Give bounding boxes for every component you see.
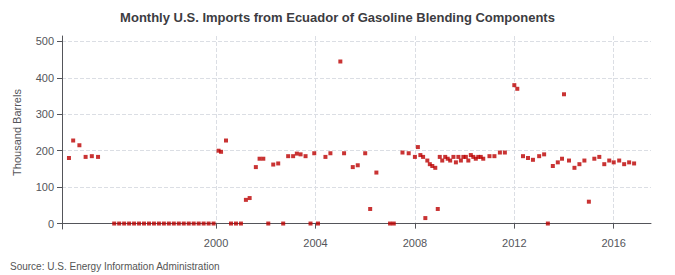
svg-text:2016: 2016: [601, 237, 625, 249]
svg-text:300: 300: [36, 108, 54, 120]
svg-text:0: 0: [48, 218, 54, 230]
svg-text:100: 100: [36, 181, 54, 193]
svg-text:Monthly U.S. Imports from Ecua: Monthly U.S. Imports from Ecuador of Gas…: [120, 10, 555, 25]
svg-text:200: 200: [36, 145, 54, 157]
svg-text:400: 400: [36, 72, 54, 84]
svg-text:2008: 2008: [403, 237, 427, 249]
svg-text:Thousand Barrels: Thousand Barrels: [11, 89, 23, 176]
svg-text:2012: 2012: [502, 237, 526, 249]
svg-text:2000: 2000: [204, 237, 228, 249]
svg-text:2004: 2004: [303, 237, 327, 249]
svg-text:Source: U.S. Energy Informatio: Source: U.S. Energy Information Administ…: [10, 261, 220, 272]
svg-text:500: 500: [36, 35, 54, 47]
